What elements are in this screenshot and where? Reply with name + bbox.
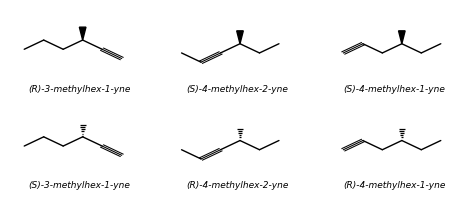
Text: (R)-3-methylhex-1-yne: (R)-3-methylhex-1-yne	[28, 84, 131, 93]
Polygon shape	[237, 32, 243, 45]
Text: (R)-4-methylhex-2-yne: (R)-4-methylhex-2-yne	[186, 180, 288, 189]
Text: (R)-4-methylhex-1-yne: (R)-4-methylhex-1-yne	[343, 180, 446, 189]
Text: (S)-4-methylhex-2-yne: (S)-4-methylhex-2-yne	[186, 84, 288, 93]
Polygon shape	[399, 32, 405, 45]
Text: (S)-3-methylhex-1-yne: (S)-3-methylhex-1-yne	[29, 180, 131, 189]
Polygon shape	[79, 28, 86, 41]
Text: (S)-4-methylhex-1-yne: (S)-4-methylhex-1-yne	[343, 84, 445, 93]
